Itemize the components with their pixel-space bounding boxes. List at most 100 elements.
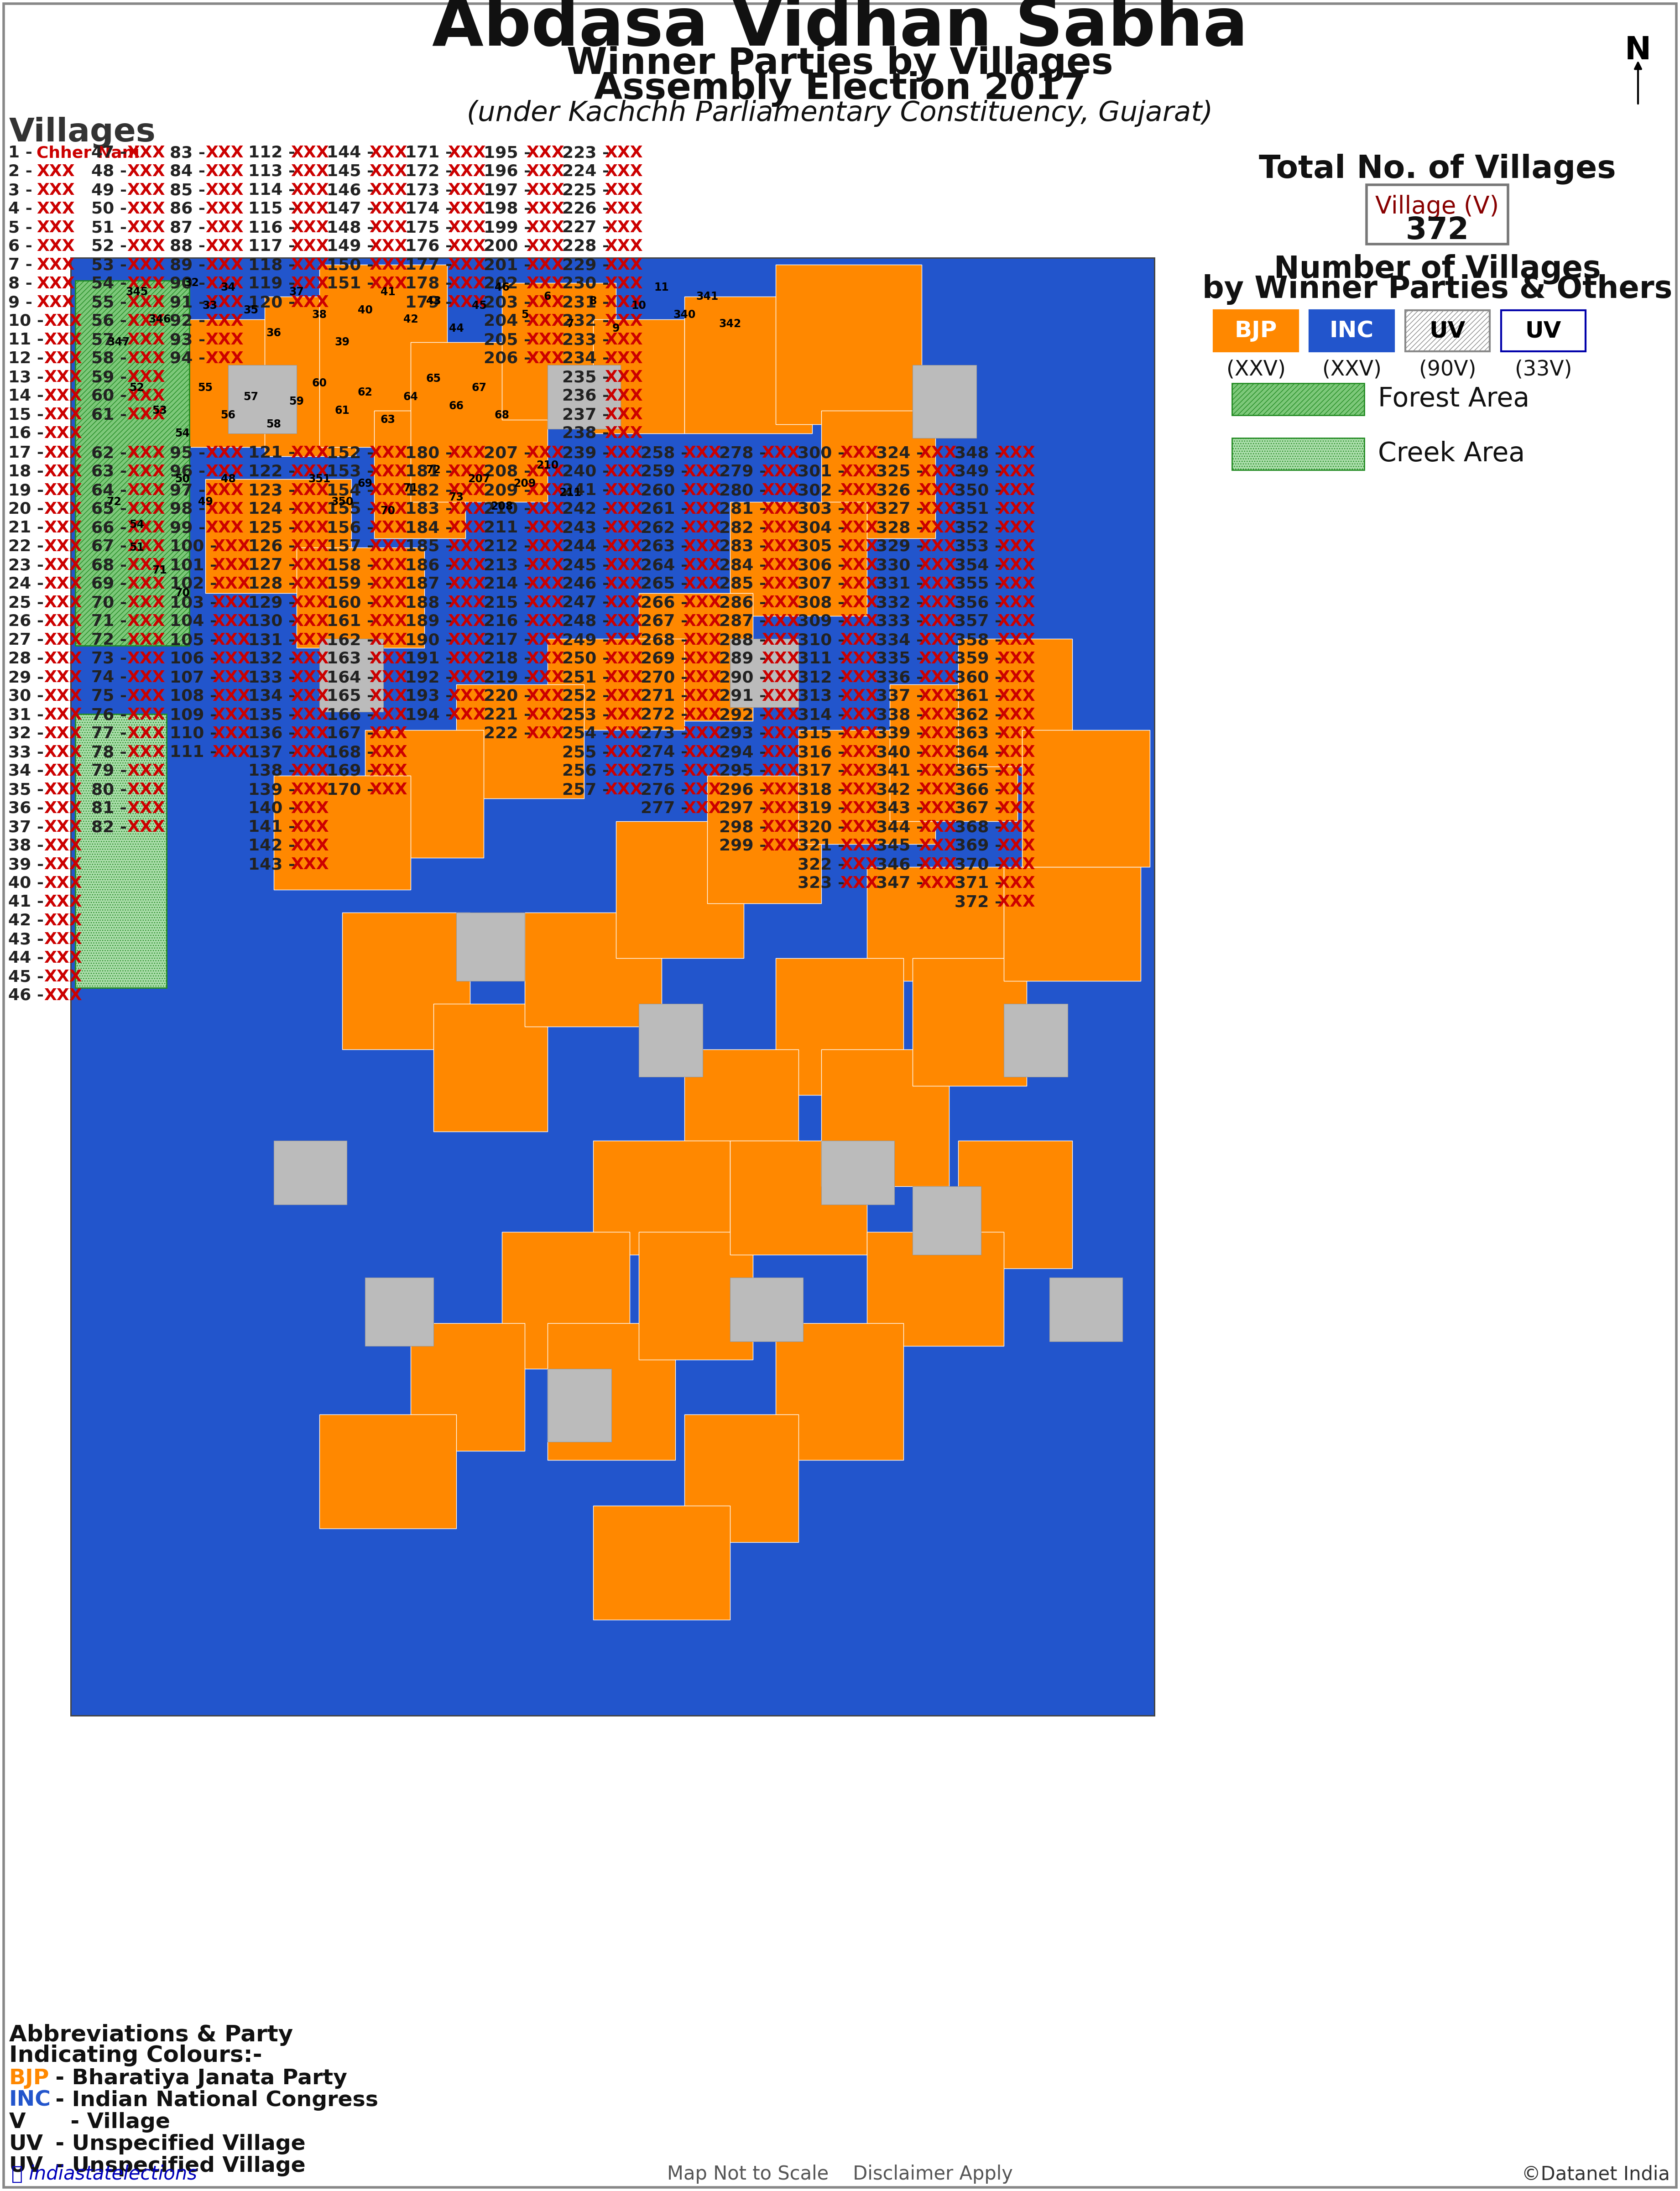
Text: 198 -: 198 - [484, 202, 536, 217]
Text: 45 -: 45 - [8, 968, 50, 984]
Text: UV: UV [1430, 320, 1465, 342]
Text: XXX: XXX [370, 688, 408, 703]
Text: XXX: XXX [370, 651, 408, 666]
Text: XXX: XXX [291, 670, 329, 686]
Text: 170 -: 170 - [326, 782, 380, 798]
Text: XXX: XXX [605, 202, 643, 217]
Text: XXX: XXX [998, 482, 1035, 497]
Bar [593, 1142, 731, 1255]
Text: XXX: XXX [526, 464, 564, 480]
Text: XXX: XXX [370, 502, 408, 517]
Text: 172 -: 172 - [405, 164, 459, 180]
Text: XXX: XXX [605, 313, 643, 329]
Text: 210: 210 [536, 460, 559, 471]
Text: 193 -: 193 - [405, 688, 459, 703]
Text: XXX: XXX [44, 951, 82, 966]
Bar [1213, 311, 1299, 351]
Text: XXX: XXX [44, 839, 82, 854]
Text: XXX: XXX [605, 539, 643, 554]
Text: 369 -: 369 - [954, 839, 1008, 854]
Text: XXX: XXX [684, 670, 721, 686]
Text: XXX: XXX [449, 576, 486, 592]
Text: 103 -: 103 - [170, 596, 222, 611]
Text: XXX: XXX [44, 857, 82, 872]
Text: 203 -: 203 - [484, 296, 536, 311]
Text: XXX: XXX [205, 276, 244, 291]
Text: XXX: XXX [291, 839, 329, 854]
Text: 4 -: 4 - [8, 202, 39, 217]
Text: 337 -: 337 - [875, 688, 929, 703]
Text: XXX: XXX [449, 256, 486, 274]
Text: XXX: XXX [370, 464, 408, 480]
Text: XXX: XXX [291, 857, 329, 872]
Text: 271 -: 271 - [640, 688, 694, 703]
Text: XXX: XXX [761, 839, 800, 854]
Text: XXX: XXX [998, 445, 1035, 460]
Text: 138 -: 138 - [249, 762, 301, 778]
Bar [375, 410, 465, 539]
Text: XXX: XXX [840, 782, 879, 798]
Text: 229 -: 229 - [563, 256, 615, 274]
Text: 208: 208 [491, 502, 512, 513]
Text: XXX: XXX [998, 894, 1035, 909]
Text: XXX: XXX [291, 576, 329, 592]
Text: XXX: XXX [605, 596, 643, 611]
Text: XXX: XXX [291, 482, 329, 497]
Text: XXX: XXX [44, 819, 82, 835]
Text: 189 -: 189 - [405, 613, 459, 629]
Text: Chher Nani: Chher Nani [37, 145, 139, 160]
Text: XXX: XXX [919, 857, 958, 872]
Text: XXX: XXX [370, 519, 408, 535]
Text: 236 -: 236 - [563, 388, 615, 403]
Text: XXX: XXX [605, 145, 643, 160]
Text: BJP: BJP [1235, 320, 1277, 342]
Text: 69: 69 [358, 478, 373, 489]
Text: 62: 62 [358, 388, 373, 399]
Text: XXX: XXX [291, 596, 329, 611]
Text: XXX: XXX [291, 651, 329, 666]
Text: 168 -: 168 - [326, 745, 380, 760]
Text: XXX: XXX [605, 651, 643, 666]
Text: 26 -: 26 - [8, 613, 50, 629]
Text: XXX: XXX [998, 557, 1035, 574]
Text: XXX: XXX [526, 313, 564, 329]
Text: 322 -: 322 - [798, 857, 850, 872]
Text: 230 -: 230 - [563, 276, 615, 291]
Text: XXX: XXX [291, 276, 329, 291]
Text: XXX: XXX [526, 725, 564, 741]
Text: 36 -: 36 - [8, 800, 50, 817]
Text: 184 -: 184 - [405, 519, 459, 535]
Text: 207: 207 [467, 473, 491, 484]
Text: 321 -: 321 - [798, 839, 850, 854]
Text: XXX: XXX [526, 145, 564, 160]
Text: XXX: XXX [526, 182, 564, 197]
Text: XXX: XXX [128, 519, 165, 535]
Text: 372 -: 372 - [954, 894, 1008, 909]
Text: XXX: XXX [370, 670, 408, 686]
Text: 34: 34 [220, 283, 235, 294]
Text: 104 -: 104 - [170, 613, 222, 629]
Text: XXX: XXX [291, 256, 329, 274]
Text: 110 -: 110 - [170, 725, 222, 741]
Text: 39: 39 [334, 337, 349, 348]
Bar [684, 1049, 798, 1177]
Text: XXX: XXX [370, 276, 408, 291]
Text: 177 -: 177 - [405, 256, 459, 274]
Text: 50 -: 50 - [91, 202, 133, 217]
Text: 187 -: 187 - [405, 576, 459, 592]
Text: XXX: XXX [919, 576, 958, 592]
Text: 209 -: 209 - [484, 482, 536, 497]
Text: 219 -: 219 - [484, 670, 536, 686]
Text: 6: 6 [544, 291, 551, 302]
Text: 83 -: 83 - [170, 145, 212, 160]
Text: 22 -: 22 - [8, 539, 50, 554]
Text: 343 -: 343 - [875, 800, 929, 817]
Text: 286 -: 286 - [719, 596, 771, 611]
Text: XXX: XXX [761, 725, 800, 741]
Text: 303 -: 303 - [798, 502, 850, 517]
Text: 176 -: 176 - [405, 239, 459, 254]
Text: 320 -: 320 - [798, 819, 850, 835]
Text: 197 -: 197 - [484, 182, 536, 197]
Text: XXX: XXX [761, 708, 800, 723]
Text: 14 -: 14 - [8, 388, 50, 403]
